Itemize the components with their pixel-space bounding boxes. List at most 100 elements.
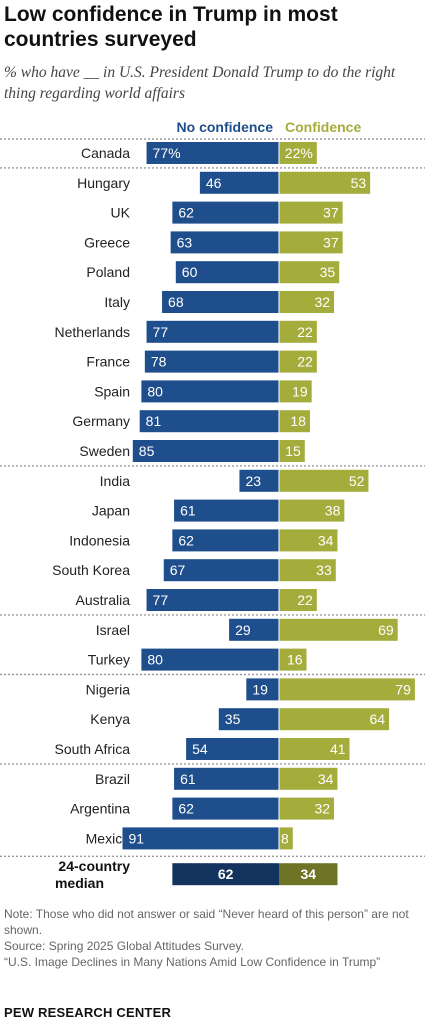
bar-no-confidence: [175, 261, 279, 284]
value-label-no-confidence: 77: [153, 324, 169, 340]
legend-confidence: Confidence: [285, 119, 361, 135]
value-label-confidence: 16: [287, 652, 303, 668]
bar-no-confidence: [139, 410, 279, 433]
value-label-no-confidence: 85: [139, 443, 155, 459]
value-label-no-confidence: 78: [151, 354, 167, 370]
value-label-confidence: 69: [378, 622, 394, 638]
bar-confidence: [279, 678, 415, 701]
bar-no-confidence: [172, 863, 279, 886]
category-label: Indonesia: [69, 532, 130, 548]
bar-confidence: [279, 320, 317, 343]
bar-no-confidence: [132, 440, 279, 462]
value-label-confidence: 37: [323, 234, 339, 250]
source-text: Source: Spring 2025 Global Attitudes Sur…: [4, 939, 244, 953]
category-label: Brazil: [95, 771, 130, 787]
bar-no-confidence: [186, 738, 279, 760]
category-label: Greece: [84, 234, 130, 250]
bar-confidence: [279, 863, 338, 886]
category-label: Canada: [81, 145, 130, 161]
bar-confidence: [279, 797, 335, 820]
category-label: Hungary: [77, 175, 130, 191]
value-label-no-confidence: 60: [182, 264, 198, 280]
value-label-confidence: 79: [395, 681, 411, 697]
value-label-no-confidence: 62: [178, 532, 194, 548]
value-label-confidence: 34: [318, 771, 334, 787]
report-title-text: “U.S. Image Declines in Many Nations Ami…: [4, 955, 381, 969]
value-label-no-confidence: 77: [153, 592, 169, 608]
value-label-no-confidence: 68: [168, 294, 184, 310]
value-label-confidence: 22: [297, 354, 313, 370]
category-label: Italy: [104, 294, 130, 310]
value-label-confidence: 64: [370, 711, 386, 727]
bar-confidence: [279, 589, 317, 611]
category-label: Mexico: [86, 830, 131, 846]
value-label-confidence: 33: [316, 562, 332, 578]
category-label: South Korea: [52, 562, 130, 578]
value-label-no-confidence: 62: [218, 866, 234, 882]
bar-no-confidence: [246, 678, 279, 701]
category-label: Poland: [86, 264, 130, 280]
category-label: Germany: [72, 413, 130, 429]
bar-no-confidence: [146, 142, 279, 164]
value-label-no-confidence: 62: [178, 205, 194, 221]
value-label-confidence: 53: [351, 175, 367, 191]
value-label-confidence: 22: [297, 324, 313, 340]
value-label-confidence: 34: [318, 532, 334, 548]
bar-confidence: [279, 261, 340, 284]
value-label-no-confidence: 80: [147, 652, 163, 668]
value-label-no-confidence: 62: [178, 801, 194, 817]
bar-confidence: [279, 380, 312, 403]
value-label-no-confidence: 35: [225, 711, 241, 727]
value-label-confidence: 22%: [285, 145, 313, 161]
bar-confidence: [279, 410, 310, 433]
value-label-no-confidence: 91: [128, 830, 144, 846]
value-label-confidence: 38: [325, 503, 341, 519]
note-text: Note: Those who did not answer or said “…: [4, 907, 409, 937]
bar-confidence: [279, 201, 343, 224]
value-label-confidence: 22: [297, 592, 313, 608]
bar-confidence: [279, 469, 369, 492]
category-label: Nigeria: [86, 681, 131, 697]
bar-no-confidence: [172, 201, 279, 224]
bar-no-confidence: [229, 618, 279, 641]
bar-no-confidence: [141, 648, 279, 671]
bar-confidence: [279, 708, 390, 731]
value-label-confidence: 18: [290, 413, 306, 429]
value-label-no-confidence: 29: [235, 622, 251, 638]
value-label-confidence: 35: [320, 264, 336, 280]
bar-confidence: [279, 767, 338, 790]
value-label-confidence: 41: [330, 741, 346, 757]
bar-confidence: [279, 231, 343, 254]
category-label: Australia: [76, 592, 131, 608]
value-label-confidence: 8: [281, 830, 289, 846]
chart-title: Low confidence in Trump in most countrie…: [4, 3, 338, 51]
value-label-no-confidence: 67: [170, 562, 186, 578]
pew-logo-text: PEW RESEARCH CENTER: [4, 1005, 172, 1020]
bar-no-confidence: [239, 469, 279, 492]
median-label-line2: median: [55, 875, 104, 891]
category-label: UK: [111, 205, 131, 221]
bar-no-confidence: [141, 380, 279, 403]
value-label-no-confidence: 80: [147, 383, 163, 399]
value-label-confidence: 52: [349, 473, 365, 489]
bar-no-confidence: [174, 767, 279, 790]
diverging-bar-chart: No confidence Confidence Canada 77% 22% Hunga…: [0, 119, 425, 891]
bar-confidence: [279, 618, 398, 641]
bar-confidence: [279, 291, 335, 313]
bar-no-confidence: [163, 559, 279, 582]
category-label: Netherlands: [55, 324, 131, 340]
category-label: Sweden: [79, 443, 130, 459]
bar-confidence: [279, 738, 350, 760]
bar-no-confidence: [172, 529, 279, 552]
value-label-confidence: 34: [300, 866, 316, 882]
bar-confidence: [279, 440, 305, 462]
value-label-confidence: 32: [314, 801, 330, 817]
category-label: Japan: [92, 503, 130, 519]
category-label: Spain: [94, 383, 130, 399]
value-label-confidence: 37: [323, 205, 339, 221]
value-label-no-confidence: 23: [245, 473, 261, 489]
bar-confidence: [279, 350, 317, 373]
bar-no-confidence: [144, 350, 279, 373]
bar-no-confidence: [162, 291, 279, 313]
bar-no-confidence: [122, 827, 279, 850]
